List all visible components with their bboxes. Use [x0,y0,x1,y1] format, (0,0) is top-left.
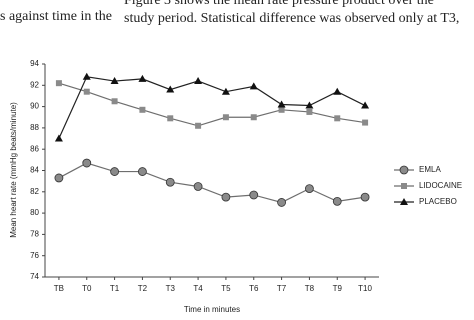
data-point [110,77,119,85]
data-point [195,122,202,129]
data-point [305,184,314,194]
data-point [277,100,286,108]
data-point [54,134,63,142]
data-point [306,108,313,115]
data-point [55,80,62,87]
data-point [249,82,258,90]
data-point [138,167,147,176]
x-tick-label: T10 [358,284,372,293]
legend-label: LIDOCAINE [419,181,462,190]
data-point [221,192,231,202]
data-point [166,85,175,93]
data-point [139,106,146,113]
y-tick-label: 74 [30,272,39,281]
data-point [360,192,370,202]
x-tick-label: T3 [166,284,176,293]
data-point [82,158,92,168]
data-point [332,196,342,206]
x-tick-label: T7 [277,284,287,293]
data-point [54,173,64,183]
x-tick-label: T8 [305,284,315,293]
series-line [58,162,366,204]
data-point [250,114,257,121]
data-point [83,88,90,95]
data-point [222,114,229,121]
x-tick-label: T6 [249,284,259,293]
data-point [362,119,369,126]
y-tick-label: 88 [30,123,39,132]
y-tick-label: 78 [30,230,39,239]
data-point [165,177,175,187]
x-tick-label: T1 [110,284,120,293]
data-point [277,198,286,207]
data-point [361,101,370,109]
legend-marker [401,183,407,189]
data-point [278,106,285,113]
data-point [167,115,174,122]
data-point [305,101,314,109]
legend-marker [400,198,408,205]
y-tick-label: 80 [30,208,39,217]
x-axis-label: Time in minutes [184,305,240,314]
data-point [221,87,230,95]
y-tick-label: 86 [30,144,39,153]
data-point [193,182,203,191]
y-tick-label: 76 [30,251,39,260]
series-line [58,82,366,127]
data-point [333,87,342,95]
body-text: s against time in the [0,9,112,24]
x-tick-label: TB [54,284,64,293]
data-point [82,72,91,80]
data-point [138,74,147,82]
legend-label: PLACEBO [419,197,457,206]
data-point [111,98,118,105]
legend-marker [399,165,409,175]
x-tick-label: T4 [193,284,203,293]
data-point [334,115,341,122]
series-line [58,76,366,139]
x-tick-label: T5 [221,284,231,293]
x-tick-label: T2 [138,284,148,293]
data-point [194,77,203,85]
x-tick-label: T9 [333,284,343,293]
legend-label: EMLA [419,165,441,174]
data-point [110,167,119,176]
y-tick-label: 94 [30,59,39,68]
body-text: Figure 3 shows the mean rate pressure pr… [124,0,434,8]
y-tick-label: 84 [30,166,39,175]
data-point [249,190,259,200]
y-tick-label: 92 [30,80,39,89]
y-axis-label: Mean heart rate (mmHg beats/minute) [9,102,18,238]
x-tick-label: T0 [82,284,92,293]
y-tick-label: 90 [30,102,39,111]
y-tick-label: 82 [30,187,39,196]
body-text: study period. Statistical difference was… [124,11,459,26]
